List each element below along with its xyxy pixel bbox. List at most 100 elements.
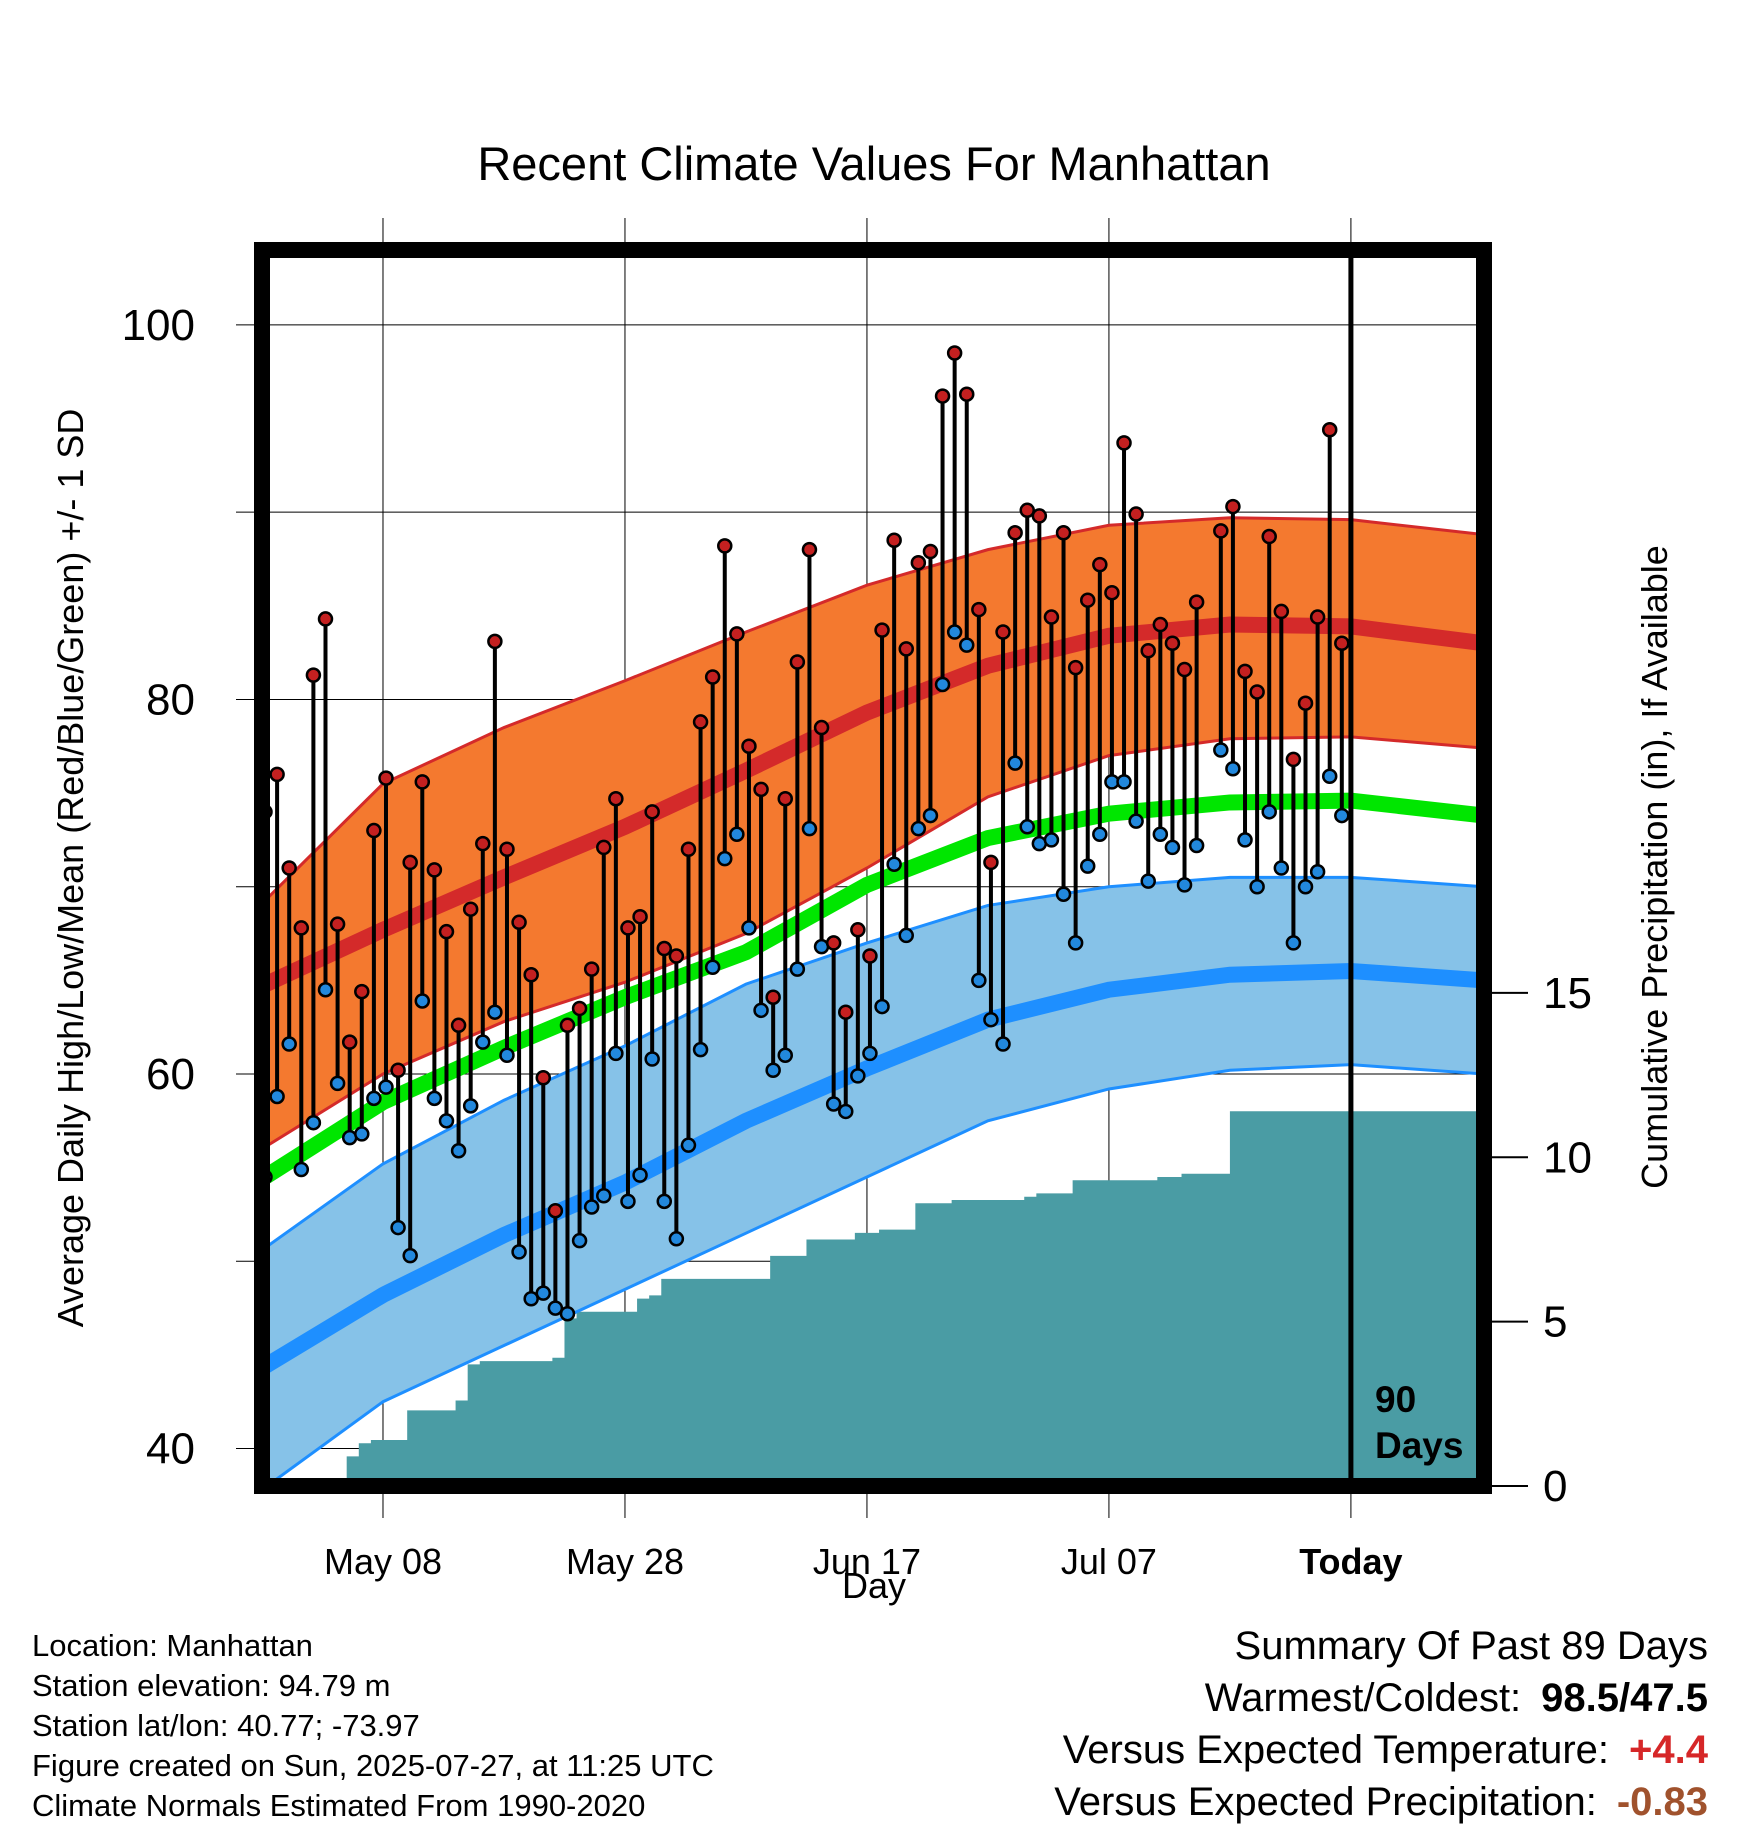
daily-low-point [1092,826,1108,843]
daily-low-point [620,1193,636,1210]
daily-high-point [317,611,334,627]
daily-high-point [692,714,709,730]
daily-low-point [462,1098,479,1114]
latlon-text: Station lat/lon: 40.77; -73.97 [32,1708,420,1743]
y-tick-label: 60 [146,1050,195,1099]
daily-high-point [632,908,648,925]
daily-high-point [1176,661,1193,678]
daily-high-point [354,983,370,1000]
daily-low-point [946,624,963,640]
daily-low-point [910,820,927,837]
daily-high-point [1334,635,1350,652]
daily-low-point [1164,839,1181,856]
daily-low-point [1285,935,1302,951]
daily-high-point [499,841,515,858]
daily-high-point [1309,609,1326,625]
summary-warm-cold: Warmest/Coldest: 98.5/47.5 [1054,1672,1708,1724]
daily-high-point [1067,659,1084,676]
daily-high-point [571,1000,588,1017]
y2-tick-label: 10 [1543,1133,1592,1182]
daily-high-point [1128,506,1144,522]
daily-high-point [475,835,491,852]
high-band-upper-edge [262,516,1484,905]
daily-high-point [366,822,382,839]
daily-high-point [958,386,975,402]
y-tick-label: 80 [146,675,195,724]
daily-high-point [1188,594,1205,610]
daily-high-point [329,916,346,932]
window-label-line1: 90 [1375,1379,1416,1420]
daily-high-point [656,940,673,957]
daily-low-point [1019,819,1035,835]
daily-high-point [741,738,757,755]
y-tick-label: 100 [122,301,195,350]
daily-low-point [378,1079,394,1095]
warm-cold-value: 98.5/47.5 [1541,1676,1708,1720]
daily-high-point [910,554,927,571]
daily-low-point [825,1096,842,1112]
precip-value: -0.83 [1616,1780,1708,1824]
daily-high-point [511,914,527,931]
daily-low-point [571,1232,588,1249]
daily-low-point [499,1047,515,1064]
daily-low-point [305,1114,322,1131]
daily-high-point [825,935,842,951]
daily-high-point [862,948,878,964]
daily-low-point [1237,832,1253,848]
daily-high-point [438,923,455,940]
daily-low-point [547,1300,564,1316]
daily-high-point [1213,523,1229,539]
low-band-lower-edge [264,1063,1484,1486]
low-band-upper-edge [262,875,1484,1252]
daily-low-point [1140,873,1156,889]
daily-low-point [1079,858,1096,874]
daily-low-point [390,1219,406,1236]
daily-low-point [692,1041,709,1058]
daily-high-point [971,601,987,618]
daily-high-point [293,920,310,936]
daily-high-point [281,860,297,876]
daily-low-point [487,1004,503,1020]
daily-low-point [535,1285,552,1301]
climate-chart: Recent Climate Values For Manhattan 90 D… [50,137,1675,1606]
daily-low-point [402,1247,418,1264]
daily-low-point [741,920,757,936]
axes: May 08 May 28 Jun 17 Jul 07 Today 40 60 80 100 0 5… [122,301,1592,1582]
daily-low-point [1043,832,1060,848]
daily-high-point [620,920,636,936]
x-axis-label: Day [842,1565,906,1606]
daily-high-point [305,667,322,683]
daily-low-point [717,850,733,867]
daily-low-point [1176,877,1193,893]
daily-high-point [729,626,745,642]
daily-high-point [535,1069,552,1086]
daily-low-point [475,1034,491,1050]
y-tick-label: 40 [146,1425,195,1474]
temp-value: +4.4 [1629,1728,1708,1772]
location-text: Location: Manhattan [32,1628,313,1663]
daily-low-point [1321,768,1338,784]
daily-low-point [1309,863,1326,880]
daily-low-point [632,1167,648,1183]
daily-low-point [765,1062,781,1079]
summary-heading: Summary Of Past 89 Days [1234,1624,1708,1668]
daily-low-point [801,820,818,837]
daily-low-point [1249,878,1265,895]
daily-high-point [596,839,612,856]
daily-high-point [1152,616,1169,633]
daily-low-point [753,1002,769,1019]
daily-high-point [1007,525,1023,541]
daily-high-point [777,790,794,807]
summary-precip: Versus Expected Precipitation: -0.83 [1054,1776,1708,1828]
precip-label: Versus Expected Precipitation: [1054,1780,1597,1824]
daily-high-point [523,966,539,983]
daily-low-point [523,1290,539,1307]
daily-high-point [378,770,394,786]
daily-high-point [1079,592,1096,608]
low-normal-line [262,962,1484,1375]
daily-high-point [390,1062,406,1079]
daily-low-point [269,1088,285,1105]
daily-low-point [898,927,914,944]
y-axis-label-left: Average Daily High/Low/Mean (Red/Blue/Gr… [50,409,91,1328]
daily-high-point [1104,584,1120,601]
